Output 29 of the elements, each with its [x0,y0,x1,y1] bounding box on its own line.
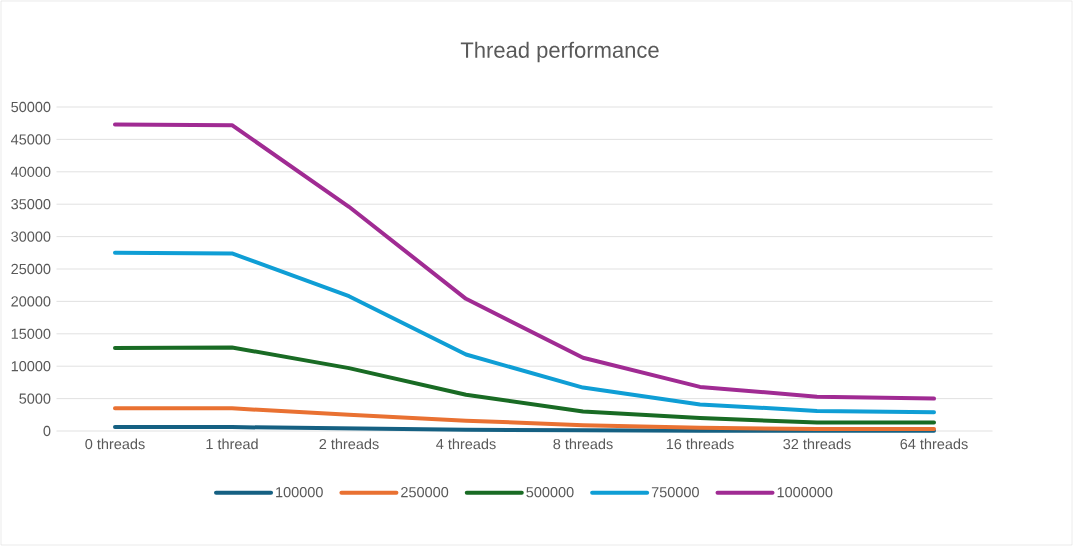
y-tick-label: 10000 [11,361,51,372]
x-tick-label: 8 threads [553,438,613,450]
y-tick-label: 25000 [11,263,51,275]
y-tick-label: 40000 [10,166,51,177]
legend-label: 750000 [651,487,699,498]
x-tick-label: 4 threads [436,438,496,450]
x-tick-label: 16 threads [666,438,734,450]
line-series [113,406,936,432]
line-series [113,345,936,425]
chart-title: Thread performance [460,41,659,63]
y-tick-label: 20000 [11,296,51,307]
y-tick-label: 0 [43,425,51,437]
x-tick-label: 2 threads [319,438,379,450]
y-tick-label: 50000 [11,101,51,113]
line-series [113,122,936,401]
legend-label: 500000 [526,487,574,498]
line-series [113,250,936,415]
y-tick-label: 5000 [19,393,51,404]
x-tick-label: 1 thread [206,438,258,450]
y-tick-label: 30000 [11,231,51,242]
x-tick-label: 32 threads [783,438,851,450]
legend-label: 100000 [276,487,323,498]
legend-label: 250000 [401,487,449,498]
y-tick-label: 15000 [11,328,51,339]
y-tick-label: 45000 [10,134,51,145]
x-tick-label: 0 threads [85,438,145,450]
legend-label: 1000000 [777,487,833,498]
y-tick-label: 35000 [11,199,51,210]
x-tick-label: 64 threads [900,438,968,450]
